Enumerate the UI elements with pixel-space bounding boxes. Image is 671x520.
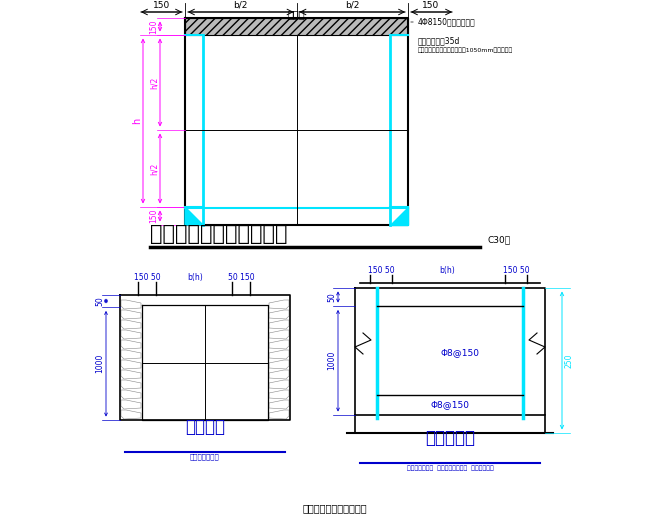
Text: Φ8@150: Φ8@150 [440,348,480,358]
Text: 用于矩形孔桩基: 用于矩形孔桩基 [190,453,220,460]
Polygon shape [390,207,408,225]
Text: 150: 150 [422,1,440,9]
Text: 150: 150 [150,19,158,34]
Text: 挡土面: 挡土面 [288,9,305,19]
Text: 4Φ8150双向护壁钢筋: 4Φ8150双向护壁钢筋 [418,18,476,27]
Text: 150 50: 150 50 [134,273,160,282]
Text: 1000: 1000 [327,351,336,370]
Text: Φ8@150: Φ8@150 [431,400,470,410]
Text: 50: 50 [95,296,104,306]
Text: 护壁详图: 护壁详图 [185,418,225,436]
Text: 250: 250 [565,353,574,368]
Text: 上下钢筋搭接35d: 上下钢筋搭接35d [418,36,460,45]
Text: h/2: h/2 [150,76,158,88]
Text: 150: 150 [150,209,158,223]
Text: b(h): b(h) [187,273,203,282]
Text: 50 150: 50 150 [227,273,254,282]
Text: 人工挖孔桩抗滑桩时设置: 人工挖孔桩抗滑桩时设置 [303,503,367,513]
Text: 用于护壁土层段  用于钢筋混凝土圈  用于砂土层处: 用于护壁土层段 用于钢筋混凝土圈 用于砂土层处 [407,465,493,471]
Text: C30砼: C30砼 [487,236,510,244]
Text: h: h [132,118,142,124]
Text: 150: 150 [154,1,170,9]
Text: h/2: h/2 [150,162,158,175]
Text: 50: 50 [327,292,336,302]
Text: 全埋地式抗滑桩护壁详图: 全埋地式抗滑桩护壁详图 [150,224,287,244]
Text: 150 50: 150 50 [368,266,395,275]
Text: b/2: b/2 [234,1,248,9]
Text: b(h): b(h) [439,266,455,275]
Text: 150 50: 150 50 [503,266,529,275]
Polygon shape [185,18,408,35]
Text: 两断面圆护壁处至出原地地面1050mm兼土平筋筋: 两断面圆护壁处至出原地地面1050mm兼土平筋筋 [418,47,513,53]
Text: 护壁加筋图: 护壁加筋图 [425,429,475,447]
Polygon shape [185,207,203,225]
Text: 1000: 1000 [95,354,104,373]
Text: b/2: b/2 [345,1,360,9]
